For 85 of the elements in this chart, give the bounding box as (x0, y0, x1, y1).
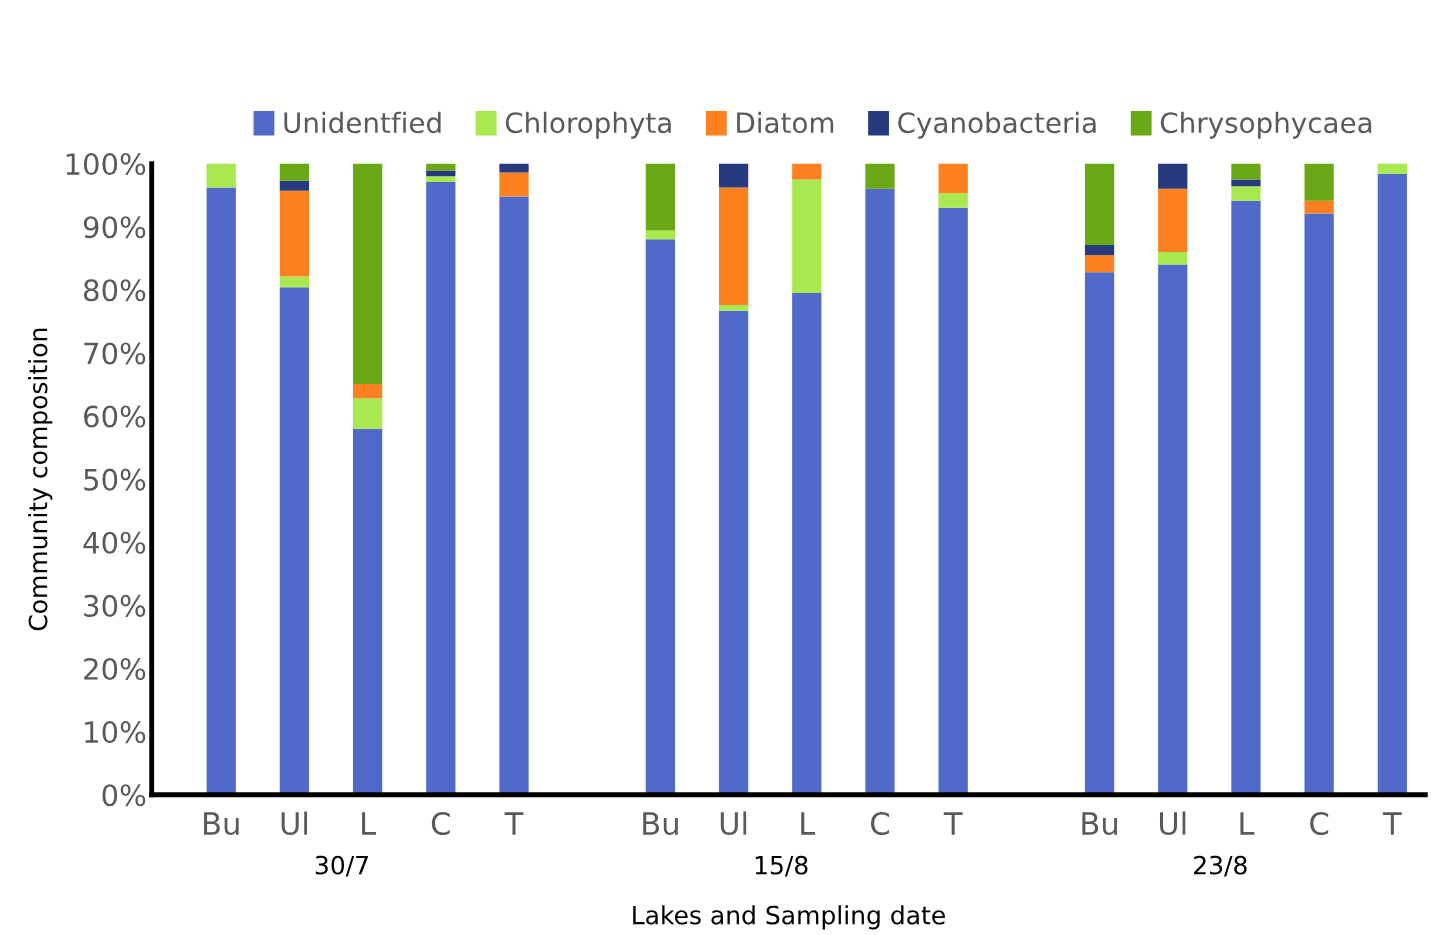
x-tick-label: L (1240, 812, 1255, 835)
x-tick-label: Bu (1082, 812, 1117, 836)
bar (1158, 163, 1188, 189)
bar (1084, 245, 1115, 256)
x-tick-label: Bu (643, 812, 678, 836)
bar (718, 310, 749, 795)
bar (206, 163, 236, 188)
y-tick-label: 100% (66, 153, 146, 176)
x-tick-label: Ul (1159, 811, 1186, 836)
y-tick-label: 90% (83, 216, 146, 239)
x-tick-label: L (362, 812, 376, 835)
bar (279, 163, 310, 181)
bar (1377, 163, 1407, 174)
x-tick-label: Bu (204, 812, 239, 836)
bar (206, 187, 236, 795)
y-tick-label: 0% (102, 784, 146, 807)
bar (938, 207, 968, 795)
bar (1377, 173, 1407, 795)
x-tick-label: L (801, 812, 816, 835)
bar (279, 180, 310, 191)
bar (938, 163, 968, 194)
bar (279, 287, 310, 795)
bar (865, 188, 895, 795)
bar (1231, 163, 1261, 180)
bar (352, 398, 383, 429)
bar (1158, 264, 1188, 795)
bar (645, 230, 676, 240)
bar (1231, 186, 1261, 201)
legend-label: Chlorophyta (505, 111, 671, 139)
y-tick-label: 20% (84, 657, 146, 681)
bar (279, 190, 310, 277)
x-tick-label: C (1310, 811, 1329, 836)
bar (1084, 272, 1115, 795)
bar (792, 293, 822, 795)
bar (499, 196, 529, 795)
x-tick-label: T (504, 812, 524, 835)
bar (645, 239, 676, 795)
x-tick-label: Ul (720, 811, 747, 836)
bar (718, 163, 749, 188)
y-tick-label: 70% (84, 342, 146, 365)
x-tick-label: T (1382, 812, 1402, 835)
bar (352, 428, 383, 795)
bar (1304, 200, 1334, 214)
bar (426, 181, 456, 795)
y-tick-label: 50% (84, 468, 146, 491)
bar (645, 163, 676, 231)
bar (1084, 255, 1115, 273)
bar (1304, 163, 1334, 201)
bar (1158, 251, 1188, 265)
bar (499, 163, 529, 173)
bar (1158, 188, 1188, 252)
y-tick-label: 60% (84, 405, 146, 428)
x-tick-label: C (871, 811, 889, 836)
bar (792, 163, 822, 180)
bar (718, 187, 749, 305)
text: 23/8 (1194, 855, 1247, 877)
bar (426, 176, 456, 182)
bar (352, 163, 383, 384)
bar (1231, 200, 1261, 795)
y-axis-title: Community composition (28, 328, 53, 631)
legend-label: Cyanobacteria (898, 111, 1096, 139)
bar (938, 193, 968, 208)
legend-label: Unidentfied (284, 111, 441, 134)
bar (499, 172, 529, 197)
y-tick-label: 80% (83, 279, 146, 302)
y-tick-label: 10% (85, 721, 146, 744)
bar (718, 305, 749, 311)
text: 30/7 (315, 855, 368, 877)
bar (1084, 163, 1115, 246)
y-tick-label: 40% (83, 531, 146, 554)
bar (279, 276, 310, 288)
x-tick-label: Ul (281, 811, 307, 836)
legend-label: Chrysophycaea (1160, 111, 1372, 139)
bar (1231, 179, 1261, 187)
legend-label: Diatom (737, 111, 834, 134)
bar (352, 383, 383, 399)
x-axis-title: Lakes and Sampling date (633, 905, 945, 930)
bar (426, 163, 456, 171)
x-tick-label: C (431, 811, 450, 836)
bar (865, 163, 895, 189)
bar (1304, 213, 1334, 795)
bar (792, 179, 822, 294)
text: 15/8 (755, 855, 808, 877)
y-tick-label: 30% (84, 594, 146, 617)
x-tick-label: T (943, 812, 963, 835)
